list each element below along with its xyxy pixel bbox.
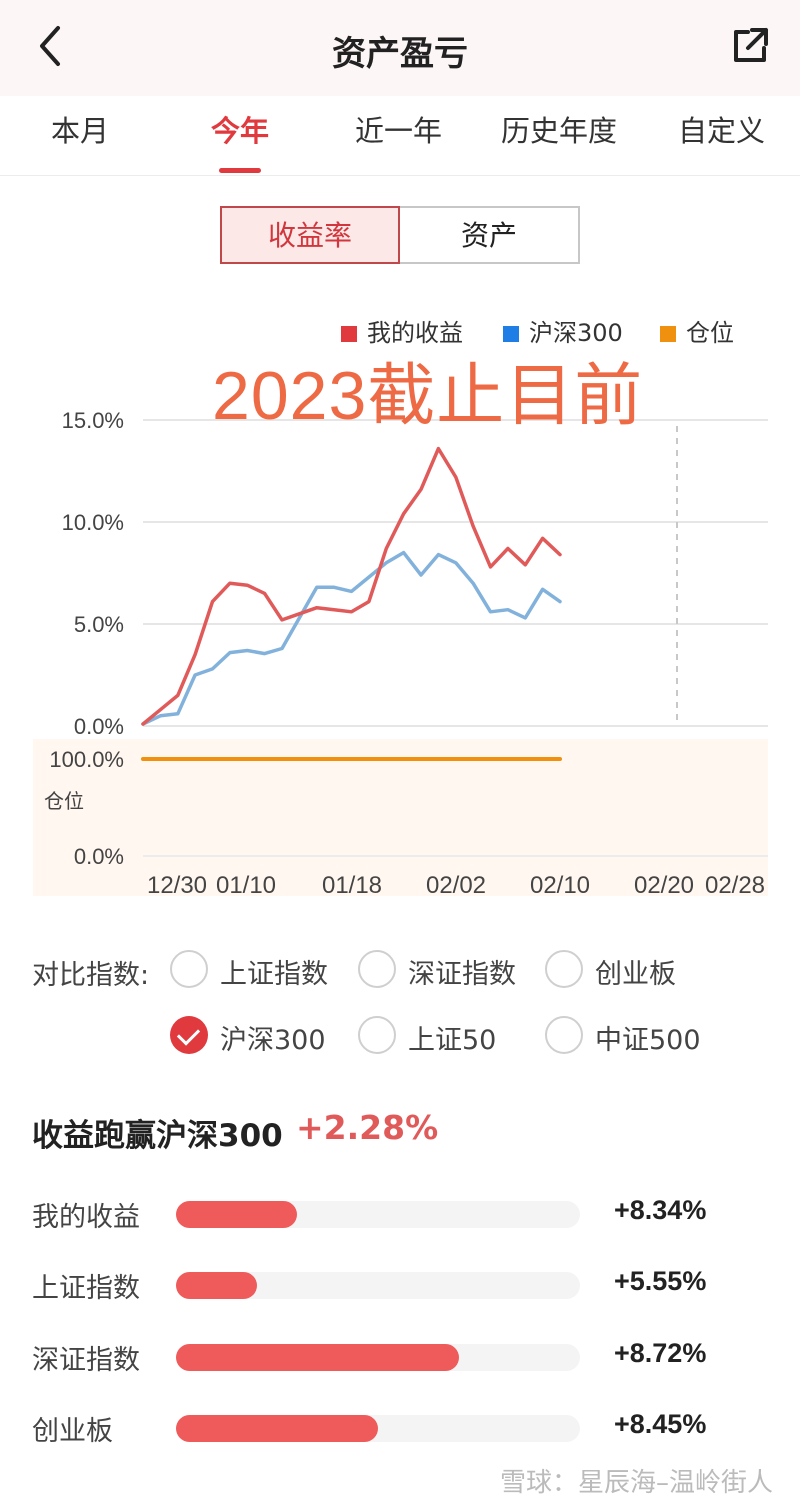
legend-position: 仓位 — [660, 313, 734, 347]
radio-unchecked-icon[interactable] — [545, 950, 583, 988]
segment-return-rate[interactable]: 收益率 — [220, 206, 400, 264]
compare-bar-row: 我的收益 +8.34% — [0, 1195, 800, 1235]
x-tick-label: 12/30 — [147, 872, 207, 899]
tab-last-year[interactable]: 近一年 — [355, 114, 443, 148]
bar-fill — [176, 1344, 459, 1371]
bar-label: 我的收益 — [32, 1202, 140, 1233]
bar-label: 深证指数 — [32, 1345, 140, 1376]
bar-label: 创业板 — [32, 1416, 113, 1447]
radio-label: 上证50 — [408, 1025, 497, 1056]
watermark-text: 雪球：星辰海–温岭街人 — [500, 1468, 774, 1498]
beat-summary-value: +2.28% — [296, 1108, 439, 1147]
tab-custom[interactable]: 自定义 — [678, 114, 766, 148]
x-tick-label: 02/20 — [634, 872, 694, 899]
compare-bar-row: 上证指数 +5.55% — [0, 1266, 800, 1306]
compare-bar-row: 深证指数 +8.72% — [0, 1338, 800, 1378]
tab-this-year[interactable]: 今年 — [211, 114, 270, 148]
radio-unchecked-icon[interactable] — [170, 950, 208, 988]
app-header: 资产盈亏 — [0, 0, 800, 96]
share-icon[interactable] — [728, 24, 772, 68]
bar-label: 上证指数 — [32, 1273, 140, 1304]
y-tick-label: 5.0% — [74, 612, 124, 637]
radio-checked-icon[interactable] — [170, 1016, 208, 1054]
bar-fill — [176, 1272, 257, 1299]
radio-label: 中证500 — [595, 1025, 701, 1056]
overlay-caption: 2023截止目前 — [212, 358, 644, 434]
bar-track — [176, 1201, 580, 1228]
legend-hs300: 沪深300 — [503, 313, 623, 347]
active-tab-indicator — [219, 168, 261, 173]
x-tick-label: 02/02 — [426, 872, 486, 899]
page-title: 资产盈亏 — [332, 34, 468, 74]
position-panel-bg — [33, 739, 768, 896]
x-tick-label: 01/18 — [322, 872, 382, 899]
compare-bar-row: 创业板 +8.45% — [0, 1409, 800, 1449]
return-line-chart: 15.0% 10.0% 5.0% 0.0% 100.0% 0.0% 仓位 12/30 01/10… — [33, 408, 768, 899]
legend-label: 沪深300 — [529, 319, 623, 347]
radio-label: 创业板 — [595, 959, 676, 990]
y-tick-label: 10.0% — [62, 510, 124, 535]
legend-swatch — [341, 326, 357, 342]
tab-this-month[interactable]: 本月 — [51, 114, 110, 148]
bar-fill — [176, 1415, 378, 1442]
y-tick-label: 100.0% — [49, 747, 124, 772]
back-icon[interactable] — [30, 22, 74, 70]
period-tabs: 本月 今年 近一年 历史年度 自定义 — [0, 96, 800, 176]
radio-unchecked-icon[interactable] — [358, 950, 396, 988]
legend-swatch — [660, 326, 676, 342]
y-tick-label: 15.0% — [62, 408, 124, 433]
segment-assets[interactable]: 资产 — [400, 206, 580, 264]
position-axis-label: 仓位 — [44, 790, 84, 813]
y-tick-label: 0.0% — [74, 844, 124, 869]
bar-track — [176, 1344, 580, 1371]
radio-label: 上证指数 — [220, 959, 328, 990]
legend-label: 我的收益 — [367, 319, 463, 347]
x-tick-label: 01/10 — [216, 872, 276, 899]
bar-value: +8.72% — [614, 1338, 707, 1368]
tab-history-year[interactable]: 历史年度 — [501, 114, 618, 148]
bar-value: +8.34% — [614, 1195, 707, 1225]
compare-index-label: 对比指数: — [32, 960, 150, 991]
series-line — [141, 446, 562, 726]
bar-track — [176, 1415, 580, 1442]
x-tick-label: 02/10 — [530, 872, 590, 899]
series-line — [141, 550, 562, 726]
radio-label: 沪深300 — [220, 1025, 326, 1056]
radio-unchecked-icon[interactable] — [358, 1016, 396, 1054]
y-tick-label: 0.0% — [74, 714, 124, 739]
radio-unchecked-icon[interactable] — [545, 1016, 583, 1054]
bar-value: +8.45% — [614, 1409, 707, 1439]
bar-fill — [176, 1201, 298, 1228]
radio-label: 深证指数 — [408, 959, 516, 990]
legend-my-return: 我的收益 — [341, 313, 463, 347]
beat-summary-title: 收益跑赢沪深300 — [32, 1118, 283, 1154]
legend-label: 仓位 — [686, 319, 734, 347]
x-tick-label: 02/28 — [705, 872, 765, 899]
bar-value: +5.55% — [614, 1266, 707, 1296]
bar-track — [176, 1272, 580, 1299]
legend-swatch — [503, 326, 519, 342]
